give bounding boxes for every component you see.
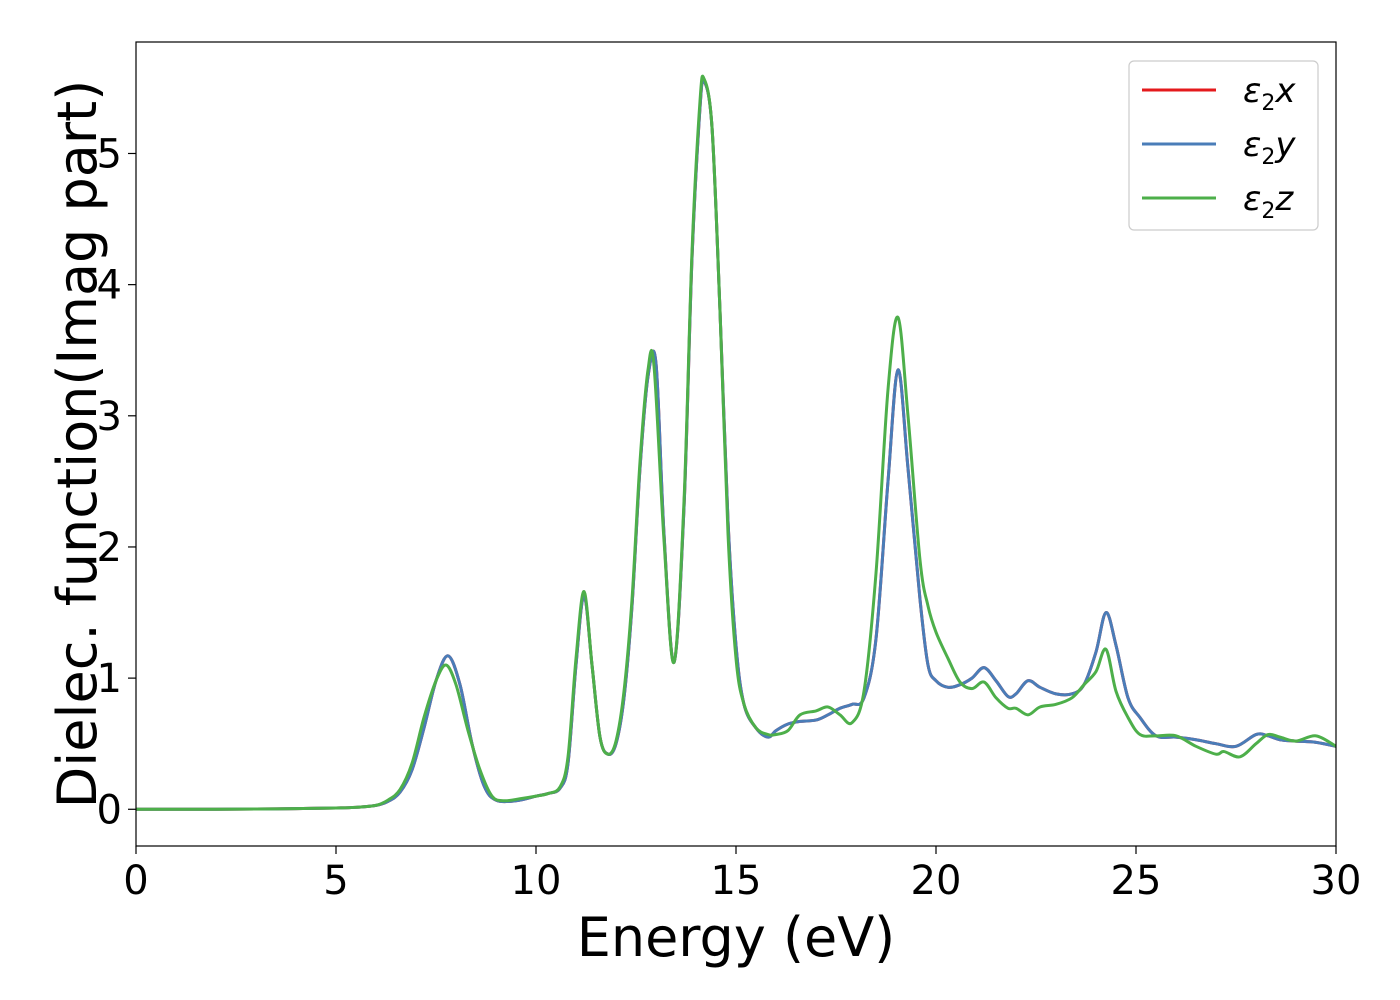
y-tick-label: 5 xyxy=(97,131,122,177)
x-tick-label: 15 xyxy=(711,858,762,904)
y-tick-label: 4 xyxy=(97,263,122,309)
legend-label-z: ε2z xyxy=(1243,179,1294,224)
y-tick-label: 2 xyxy=(97,525,122,571)
legend-label-y: ε2y xyxy=(1243,125,1296,170)
x-tick-label: 0 xyxy=(123,858,148,904)
x-tick-label: 10 xyxy=(511,858,562,904)
x-tick-label: 30 xyxy=(1311,858,1362,904)
y-axis-ticks: 0 1 2 3 4 5 xyxy=(97,131,136,833)
y-tick-label: 3 xyxy=(97,394,122,440)
legend-box xyxy=(1128,60,1319,231)
series-line-z xyxy=(136,74,1336,811)
y-tick-label: 1 xyxy=(97,656,122,702)
x-tick-label: 5 xyxy=(323,858,348,904)
x-axis-title: Energy (eV) xyxy=(577,906,896,969)
x-tick-label: 20 xyxy=(911,858,962,904)
legend: ε2x ε2y ε2z xyxy=(1128,60,1319,231)
legend-label-x: ε2x xyxy=(1243,71,1296,116)
x-tick-label: 25 xyxy=(1111,858,1162,904)
plot-series xyxy=(136,74,1336,811)
y-tick-label: 0 xyxy=(97,787,122,833)
y-axis-title: Dielec. function(Imag part) xyxy=(46,80,109,809)
x-axis-ticks: 0 5 10 15 20 25 30 xyxy=(123,846,1361,904)
